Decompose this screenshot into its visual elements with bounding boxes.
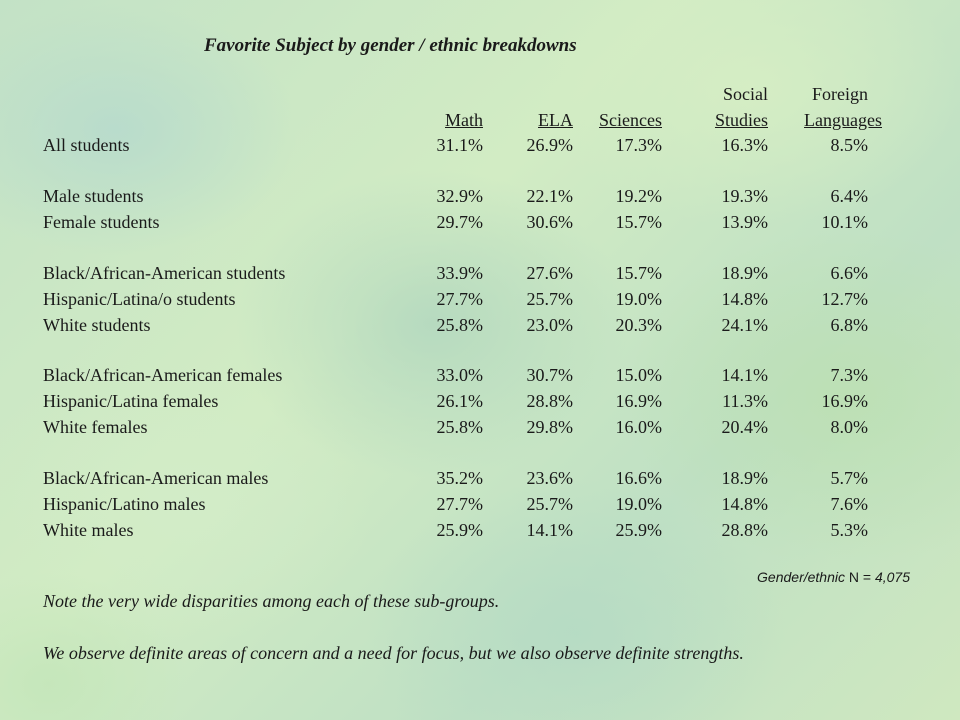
cell-sciences: 15.7% xyxy=(615,263,663,283)
row-label: Hispanic/Latina females xyxy=(43,391,219,411)
footnote-n: N = xyxy=(844,569,875,585)
note-disparities: Note the very wide disparities among eac… xyxy=(43,591,500,611)
cell-sciences: 19.2% xyxy=(615,186,663,206)
cell-foreign-languages: 12.7% xyxy=(821,289,869,309)
cell-foreign-languages: 8.0% xyxy=(830,417,869,437)
footnote-label: Gender/ethnic xyxy=(757,569,845,585)
cell-social-studies: 20.4% xyxy=(721,417,769,437)
cell-foreign-languages: 6.4% xyxy=(830,186,869,206)
cell-foreign-languages: 5.7% xyxy=(830,468,869,488)
cell-foreign-languages: 7.6% xyxy=(830,494,869,514)
cell-foreign-languages: 8.5% xyxy=(830,135,869,155)
slide-title: Favorite Subject by gender / ethnic brea… xyxy=(204,35,577,56)
cell-math: 35.2% xyxy=(436,468,484,488)
cell-sciences: 16.6% xyxy=(615,468,663,488)
cell-ela: 30.7% xyxy=(526,365,574,385)
header-math: Math xyxy=(445,110,483,130)
cell-ela: 27.6% xyxy=(526,263,574,283)
cell-social-studies: 14.1% xyxy=(721,365,769,385)
cell-math: 25.8% xyxy=(436,417,484,437)
cell-sciences: 19.0% xyxy=(615,289,663,309)
cell-sciences: 20.3% xyxy=(615,315,663,335)
cell-math: 29.7% xyxy=(436,212,484,232)
cell-foreign-languages: 6.8% xyxy=(830,315,869,335)
row-label: Male students xyxy=(43,186,144,206)
cell-math: 33.9% xyxy=(436,263,484,283)
cell-ela: 14.1% xyxy=(526,520,574,540)
cell-ela: 30.6% xyxy=(526,212,574,232)
cell-sciences: 15.0% xyxy=(615,365,663,385)
cell-math: 26.1% xyxy=(436,391,484,411)
note-observations: We observe definite areas of concern and… xyxy=(43,643,744,663)
cell-foreign-languages: 7.3% xyxy=(830,365,869,385)
cell-social-studies: 16.3% xyxy=(721,135,769,155)
cell-social-studies: 11.3% xyxy=(722,391,768,411)
cell-sciences: 25.9% xyxy=(615,520,663,540)
row-label: Hispanic/Latina/o students xyxy=(43,289,236,309)
cell-ela: 23.6% xyxy=(526,468,574,488)
cell-foreign-languages: 16.9% xyxy=(821,391,869,411)
row-label: All students xyxy=(43,135,130,155)
row-label: Black/African-American males xyxy=(43,468,269,488)
cell-social-studies: 28.8% xyxy=(721,520,769,540)
cell-social-studies: 18.9% xyxy=(721,263,769,283)
row-label: Black/African-American students xyxy=(43,263,286,283)
cell-social-studies: 14.8% xyxy=(721,289,769,309)
cell-social-studies: 14.8% xyxy=(721,494,769,514)
row-label: Black/African-American females xyxy=(43,365,283,385)
cell-math: 25.8% xyxy=(436,315,484,335)
cell-social-studies: 13.9% xyxy=(721,212,769,232)
cell-ela: 29.8% xyxy=(526,417,574,437)
row-label: White males xyxy=(43,520,134,540)
cell-math: 31.1% xyxy=(436,135,484,155)
cell-social-studies: 18.9% xyxy=(721,468,769,488)
cell-math: 27.7% xyxy=(436,494,484,514)
cell-social-studies: 19.3% xyxy=(721,186,769,206)
row-label: Female students xyxy=(43,212,160,232)
row-label: White females xyxy=(43,417,148,437)
cell-ela: 23.0% xyxy=(526,315,574,335)
cell-math: 25.9% xyxy=(436,520,484,540)
cell-sciences: 16.0% xyxy=(615,417,663,437)
cell-sciences: 17.3% xyxy=(615,135,663,155)
cell-social-studies: 24.1% xyxy=(721,315,769,335)
header-foreign: Foreign xyxy=(812,84,868,104)
header-ela: ELA xyxy=(538,110,573,130)
cell-math: 32.9% xyxy=(436,186,484,206)
cell-foreign-languages: 5.3% xyxy=(830,520,869,540)
cell-foreign-languages: 6.6% xyxy=(830,263,869,283)
cell-ela: 28.8% xyxy=(526,391,574,411)
header-studies: Studies xyxy=(714,110,768,130)
cell-sciences: 19.0% xyxy=(615,494,663,514)
cell-ela: 25.7% xyxy=(526,289,574,309)
cell-math: 33.0% xyxy=(436,365,484,385)
row-label: White students xyxy=(43,315,151,335)
cell-math: 27.7% xyxy=(436,289,484,309)
header-sciences: Sciences xyxy=(599,110,662,130)
cell-ela: 26.9% xyxy=(526,135,574,155)
header-social: Social xyxy=(723,84,768,104)
row-label: Hispanic/Latino males xyxy=(43,494,206,514)
cell-sciences: 16.9% xyxy=(615,391,663,411)
footnote-value: 4,075 xyxy=(874,569,910,585)
cell-ela: 25.7% xyxy=(526,494,574,514)
header-languages: Languages xyxy=(804,110,882,130)
sample-size-footnote: Gender/ethnic N = 4,075 xyxy=(757,569,910,585)
cell-foreign-languages: 10.1% xyxy=(821,212,869,232)
cell-ela: 22.1% xyxy=(526,186,574,206)
cell-sciences: 15.7% xyxy=(615,212,663,232)
